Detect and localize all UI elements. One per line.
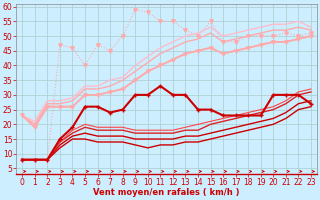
X-axis label: Vent moyen/en rafales ( km/h ): Vent moyen/en rafales ( km/h ): [93, 188, 240, 197]
